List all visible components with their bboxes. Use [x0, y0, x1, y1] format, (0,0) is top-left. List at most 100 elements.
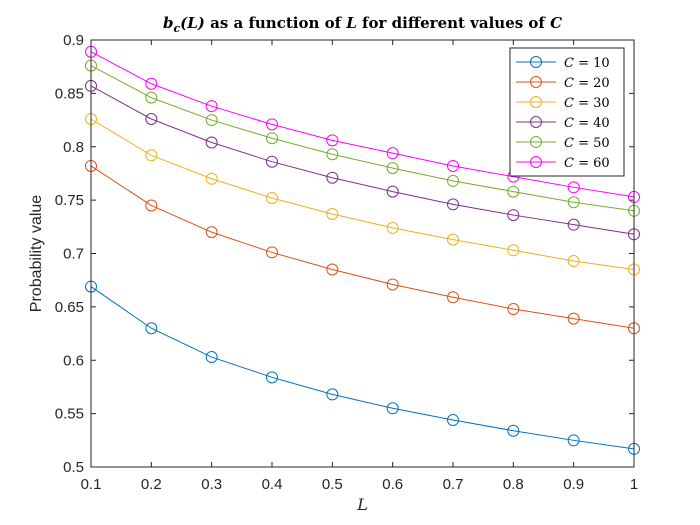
x-tick-label: 1 [630, 476, 638, 493]
data-point [507, 303, 520, 316]
data-point [447, 174, 459, 187]
legend-item: C = 10 [516, 56, 610, 71]
legend: C = 10 C = 20 C = 30 C = 40 C = 50 C = 60 [509, 47, 625, 177]
data-point [386, 221, 399, 234]
data-point [507, 185, 520, 198]
x-tick-label: 0.2 [141, 476, 162, 493]
data-point [567, 434, 580, 447]
legend-marker [530, 96, 542, 108]
data-point [205, 172, 218, 185]
legend-marker [530, 136, 542, 148]
data-point [447, 198, 459, 211]
y-tick-label: 0.5 [63, 459, 84, 476]
legend-marker [530, 156, 542, 168]
series-line [90, 51, 635, 198]
data-point [386, 185, 399, 198]
x-tick-label: 0.4 [262, 476, 283, 493]
data-point [567, 196, 580, 209]
legend-label: C = 30 [564, 96, 610, 111]
data-point [447, 233, 459, 246]
data-point [326, 171, 339, 184]
legend-label: C = 40 [564, 116, 610, 131]
y-tick-label: 0.75 [55, 192, 84, 209]
data-point [205, 226, 218, 239]
data-point [326, 148, 339, 161]
data-point [386, 162, 399, 175]
x-tick-label: 0.8 [503, 476, 524, 493]
legend-label: C = 60 [564, 156, 610, 171]
data-point [145, 91, 158, 104]
axes-box [90, 39, 635, 468]
data-point [145, 77, 158, 90]
data-point [326, 208, 339, 221]
y-tick-label: 0.55 [55, 406, 84, 423]
data-point [205, 351, 218, 364]
series-10 [85, 280, 640, 455]
legend-label: C = 20 [564, 76, 610, 91]
data-point [145, 149, 158, 162]
series-line [90, 85, 635, 235]
data-point [205, 100, 218, 113]
legend-box [509, 47, 625, 177]
data-point [266, 246, 278, 259]
chart-title: bc(L) as a function of L for different v… [163, 14, 562, 35]
data-point [266, 118, 278, 131]
data-point [145, 322, 158, 335]
data-point [567, 254, 580, 267]
x-tick-label: 0.9 [563, 476, 584, 493]
legend-marker [530, 56, 542, 68]
data-point [205, 114, 218, 127]
legend-item: C = 60 [516, 156, 610, 171]
data-point [567, 181, 580, 194]
legend-marker [530, 116, 542, 128]
y-tick-label: 0.9 [63, 32, 84, 49]
y-tick-label: 0.8 [63, 139, 84, 156]
data-point [386, 278, 399, 291]
y-tick-label: 0.85 [55, 85, 84, 102]
data-point [326, 263, 339, 276]
data-point [266, 155, 278, 168]
data-point [266, 371, 278, 384]
legend-item: C = 40 [516, 116, 610, 131]
data-point [266, 191, 278, 204]
legend-item: C = 30 [516, 96, 610, 111]
data-point [447, 414, 459, 427]
x-tick-label: 0.5 [322, 476, 343, 493]
x-tick-label: 0.1 [81, 476, 102, 493]
series-20 [85, 159, 640, 335]
data-point [567, 218, 580, 231]
data-point [567, 312, 580, 325]
data-point [326, 388, 339, 401]
y-tick-label: 0.6 [63, 352, 84, 369]
legend-item: C = 20 [516, 76, 610, 91]
data-point [266, 132, 278, 145]
data-point [145, 199, 158, 212]
legend-label: C = 10 [564, 56, 610, 71]
data-point [447, 291, 459, 304]
y-tick-label: 0.7 [63, 246, 84, 263]
x-axis-label: L [356, 495, 368, 514]
data-point [507, 424, 520, 437]
x-tick-label: 0.7 [443, 476, 464, 493]
data-point [326, 134, 339, 147]
data-point [145, 112, 158, 125]
data-point [507, 244, 520, 257]
x-tick-label: 0.6 [382, 476, 403, 493]
legend-item: C = 50 [516, 136, 610, 151]
data-point [386, 147, 399, 160]
series-line [90, 65, 635, 212]
series-line [90, 118, 635, 271]
y-tick-label: 0.65 [55, 299, 84, 316]
legend-marker [530, 76, 542, 88]
legend-label: C = 50 [564, 136, 610, 151]
data-point [507, 209, 520, 222]
y-axis-label: Probability value [28, 195, 45, 313]
x-tick-label: 0.3 [201, 476, 222, 493]
series-line [90, 165, 635, 329]
data-point [447, 159, 459, 172]
data-point [205, 136, 218, 149]
data-point [386, 402, 399, 415]
series-line [90, 286, 635, 450]
